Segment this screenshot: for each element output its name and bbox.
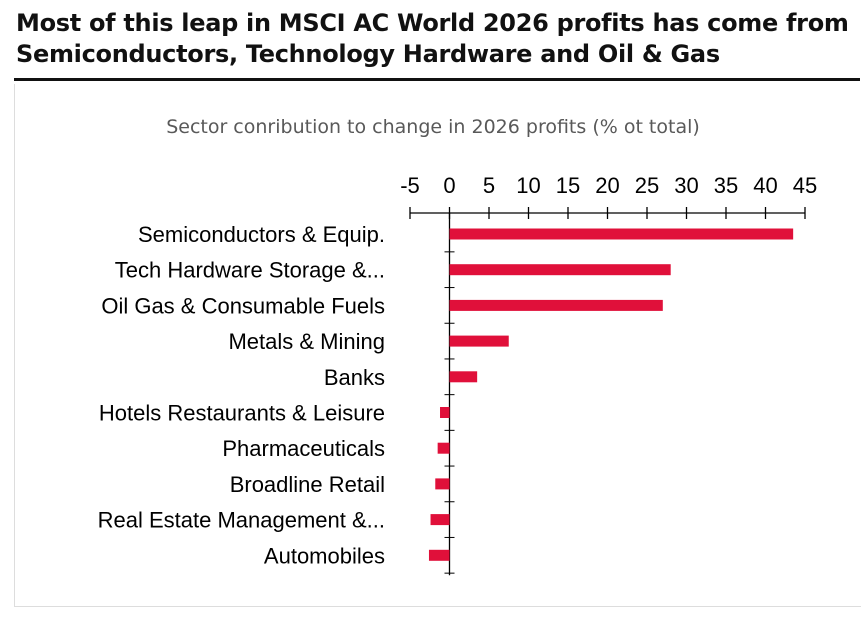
- category-label: Semiconductors & Equip.: [138, 222, 385, 247]
- x-tick-label: 20: [595, 173, 619, 198]
- bar-5: [449, 371, 478, 383]
- headline-line-1: Most of this leap in MSCI AC World 2026 …: [16, 9, 849, 37]
- bar-1: [449, 228, 794, 240]
- chart-title: Sector conribution to change in 2026 pro…: [166, 116, 700, 138]
- bar-7: [437, 442, 450, 454]
- x-tick-label: -5: [400, 173, 420, 198]
- bar-4: [449, 335, 509, 347]
- bar-9: [430, 514, 450, 526]
- category-label: Oil Gas & Consumable Fuels: [101, 293, 385, 318]
- x-tick-label: 45: [793, 173, 817, 198]
- x-tick-label: 30: [674, 173, 698, 198]
- x-tick-label: 25: [635, 173, 659, 198]
- x-tick-label: 35: [714, 173, 738, 198]
- bar-6: [440, 407, 450, 418]
- category-label: Tech Hardware Storage &...: [115, 258, 385, 283]
- x-tick-label: 10: [516, 173, 540, 198]
- category-label: Banks: [324, 365, 385, 390]
- headline-line-2: Semiconductors, Technology Hardware and …: [16, 40, 720, 68]
- chart-panel: [14, 84, 861, 607]
- x-tick-label: 5: [483, 173, 495, 198]
- bar-2: [449, 264, 671, 276]
- category-label: Broadline Retail: [230, 472, 385, 497]
- x-tick-label: 0: [443, 173, 455, 198]
- bar-8: [435, 478, 450, 490]
- headline: Most of this leap in MSCI AC World 2026 …: [16, 8, 861, 70]
- x-tick-label: 15: [556, 173, 580, 198]
- category-label: Real Estate Management &...: [98, 508, 385, 533]
- category-label: Metals & Mining: [228, 329, 385, 354]
- category-label: Hotels Restaurants & Leisure: [99, 401, 385, 426]
- bar-10: [428, 549, 450, 561]
- bar-3: [449, 299, 663, 311]
- headline-rule: [14, 78, 860, 81]
- category-label: Pharmaceuticals: [222, 436, 385, 461]
- category-label: Automobiles: [264, 543, 385, 568]
- x-tick-label: 40: [753, 173, 777, 198]
